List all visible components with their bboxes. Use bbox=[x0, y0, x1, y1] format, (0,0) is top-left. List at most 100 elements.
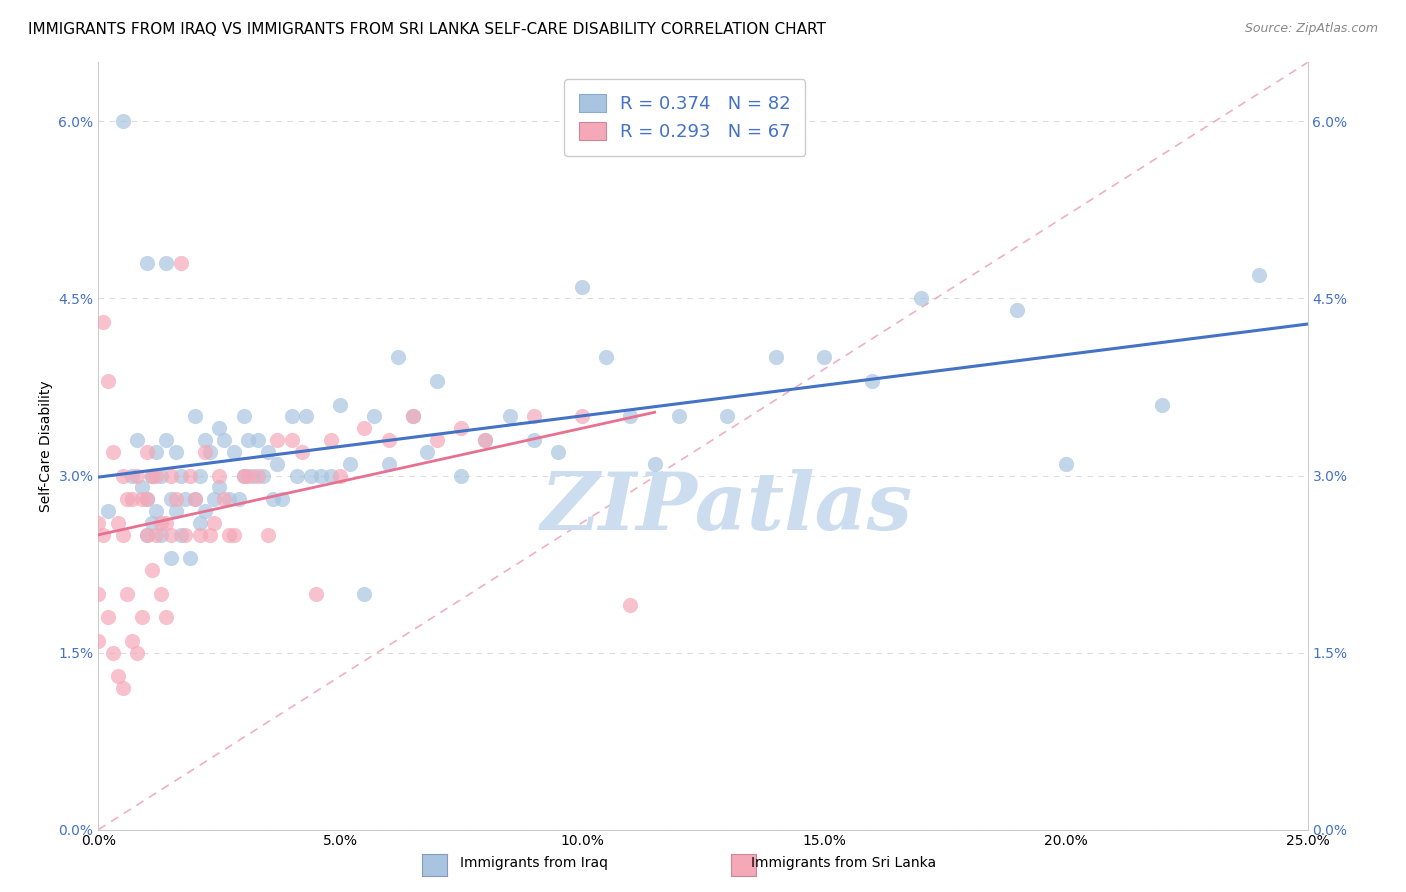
Point bbox=[571, 409, 593, 424]
Point bbox=[426, 433, 449, 447]
Point bbox=[281, 409, 304, 424]
Point bbox=[87, 586, 110, 600]
Point bbox=[402, 409, 425, 424]
Point bbox=[387, 351, 409, 365]
Point bbox=[160, 551, 183, 566]
Point bbox=[135, 492, 157, 507]
Point bbox=[416, 445, 439, 459]
Point bbox=[212, 433, 235, 447]
Point bbox=[97, 374, 120, 388]
Point bbox=[262, 492, 284, 507]
Point bbox=[135, 527, 157, 541]
Point bbox=[668, 409, 690, 424]
Point bbox=[155, 516, 177, 530]
Point bbox=[228, 492, 250, 507]
Point bbox=[212, 492, 235, 507]
Point bbox=[91, 527, 114, 541]
Point bbox=[87, 516, 110, 530]
Point bbox=[188, 468, 211, 483]
Point bbox=[571, 279, 593, 293]
Point bbox=[208, 421, 231, 435]
Point bbox=[547, 445, 569, 459]
Point bbox=[141, 516, 163, 530]
Point bbox=[111, 527, 134, 541]
Point bbox=[127, 468, 149, 483]
Point bbox=[97, 504, 120, 518]
Point bbox=[184, 409, 207, 424]
Point bbox=[127, 646, 149, 660]
Point bbox=[595, 351, 617, 365]
Point bbox=[169, 256, 191, 270]
Point bbox=[194, 433, 217, 447]
Point bbox=[474, 433, 496, 447]
Point bbox=[426, 374, 449, 388]
Point bbox=[619, 599, 641, 613]
Point bbox=[252, 468, 274, 483]
Point bbox=[232, 468, 254, 483]
Point bbox=[339, 457, 361, 471]
Point bbox=[309, 468, 332, 483]
Point bbox=[169, 468, 191, 483]
Point bbox=[450, 421, 472, 435]
Point bbox=[101, 445, 124, 459]
Point bbox=[165, 504, 187, 518]
Point bbox=[247, 433, 270, 447]
Point bbox=[910, 292, 932, 306]
Point bbox=[474, 433, 496, 447]
Point bbox=[295, 409, 318, 424]
Point bbox=[329, 398, 352, 412]
Point bbox=[160, 527, 183, 541]
Point bbox=[135, 527, 157, 541]
Point bbox=[121, 633, 143, 648]
Point bbox=[266, 457, 288, 471]
Point bbox=[131, 610, 153, 624]
Point bbox=[281, 433, 304, 447]
Point bbox=[238, 468, 260, 483]
Point bbox=[150, 586, 173, 600]
Point bbox=[198, 445, 221, 459]
Point bbox=[1249, 268, 1271, 282]
Point bbox=[218, 527, 240, 541]
Point bbox=[107, 669, 129, 683]
Point bbox=[145, 504, 167, 518]
Point bbox=[87, 633, 110, 648]
Text: Immigrants from Sri Lanka: Immigrants from Sri Lanka bbox=[751, 855, 936, 870]
Point bbox=[127, 433, 149, 447]
Point bbox=[285, 468, 308, 483]
Point bbox=[155, 433, 177, 447]
Point bbox=[204, 516, 226, 530]
Point bbox=[765, 351, 787, 365]
Point bbox=[353, 586, 375, 600]
Point bbox=[150, 527, 173, 541]
Point bbox=[111, 681, 134, 695]
Point bbox=[111, 114, 134, 128]
Point bbox=[194, 504, 217, 518]
Point bbox=[290, 445, 312, 459]
Point bbox=[238, 433, 260, 447]
Point bbox=[716, 409, 738, 424]
Point bbox=[402, 409, 425, 424]
Point bbox=[319, 468, 342, 483]
Point bbox=[155, 610, 177, 624]
Point bbox=[150, 516, 173, 530]
Point bbox=[141, 468, 163, 483]
Point bbox=[155, 256, 177, 270]
Point bbox=[377, 433, 399, 447]
Text: ZIPatlas: ZIPatlas bbox=[541, 468, 914, 546]
Point bbox=[247, 468, 270, 483]
Point bbox=[145, 445, 167, 459]
Point bbox=[523, 433, 546, 447]
Point bbox=[141, 468, 163, 483]
Point bbox=[523, 409, 546, 424]
Point bbox=[450, 468, 472, 483]
Point bbox=[188, 527, 211, 541]
Text: Immigrants from Iraq: Immigrants from Iraq bbox=[460, 855, 609, 870]
Point bbox=[179, 468, 201, 483]
Point bbox=[232, 468, 254, 483]
Point bbox=[165, 445, 187, 459]
Point bbox=[169, 527, 191, 541]
Point bbox=[218, 492, 240, 507]
Point bbox=[329, 468, 352, 483]
Point bbox=[150, 468, 173, 483]
Point bbox=[242, 468, 264, 483]
